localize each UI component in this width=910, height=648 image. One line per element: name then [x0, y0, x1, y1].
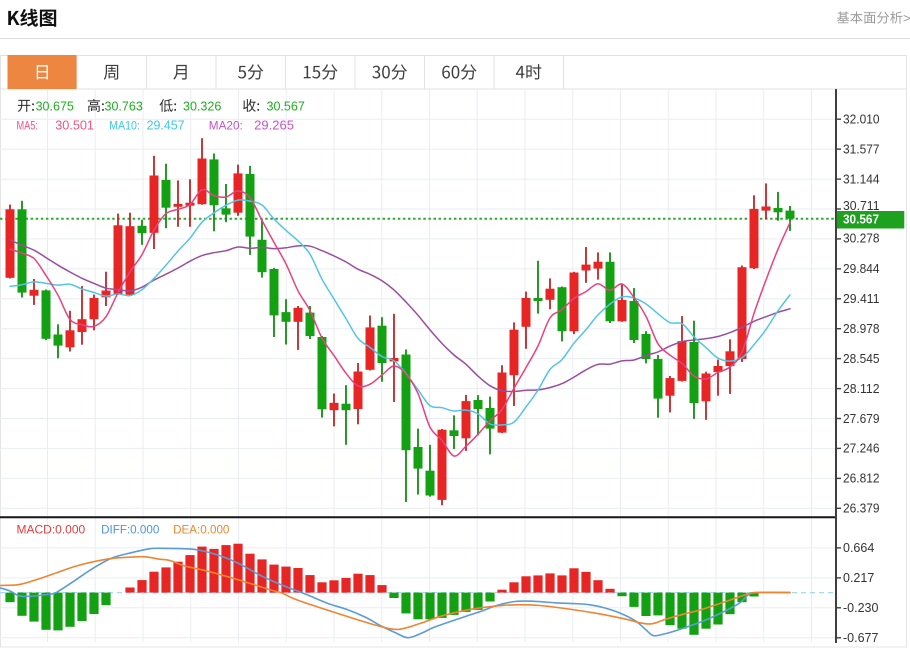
svg-text:30.763: 30.763: [105, 99, 143, 114]
svg-text:30.326: 30.326: [183, 99, 221, 114]
svg-text:32.010: 32.010: [843, 113, 880, 127]
svg-text:29.411: 29.411: [843, 292, 880, 306]
svg-text:-0.230: -0.230: [843, 601, 878, 615]
svg-text:0.217: 0.217: [843, 571, 874, 585]
svg-text:MA20:: MA20:: [209, 119, 243, 133]
svg-text:MACD:0.000: MACD:0.000: [17, 523, 86, 537]
svg-text:31.144: 31.144: [843, 172, 880, 186]
svg-text:28.112: 28.112: [843, 382, 880, 396]
svg-text:DIFF:0.000: DIFF:0.000: [101, 523, 159, 537]
svg-text:>: >: [903, 11, 910, 26]
svg-text:30.711: 30.711: [843, 199, 880, 213]
svg-text:30.567: 30.567: [267, 99, 305, 114]
svg-text:28.545: 28.545: [843, 352, 880, 366]
svg-text:31.577: 31.577: [843, 142, 880, 156]
svg-text:29.265: 29.265: [254, 118, 294, 133]
svg-text:27.246: 27.246: [843, 442, 880, 456]
svg-text:30.278: 30.278: [843, 231, 880, 245]
svg-text:30.567: 30.567: [843, 213, 879, 227]
svg-text:0.664: 0.664: [843, 541, 874, 555]
svg-text:MA5:: MA5:: [17, 119, 39, 133]
svg-text:29.457: 29.457: [147, 118, 185, 133]
svg-text:DEA:0.000: DEA:0.000: [173, 523, 230, 537]
svg-text:-0.677: -0.677: [843, 631, 878, 645]
svg-text:26.812: 26.812: [843, 472, 880, 486]
svg-text:26.379: 26.379: [843, 502, 880, 516]
svg-text:27.679: 27.679: [843, 412, 880, 426]
svg-text:30.675: 30.675: [36, 99, 74, 114]
svg-text:30.501: 30.501: [55, 118, 94, 133]
svg-text:29.844: 29.844: [843, 262, 880, 276]
svg-text:28.978: 28.978: [843, 322, 880, 336]
svg-text:MA10:: MA10:: [109, 119, 140, 133]
